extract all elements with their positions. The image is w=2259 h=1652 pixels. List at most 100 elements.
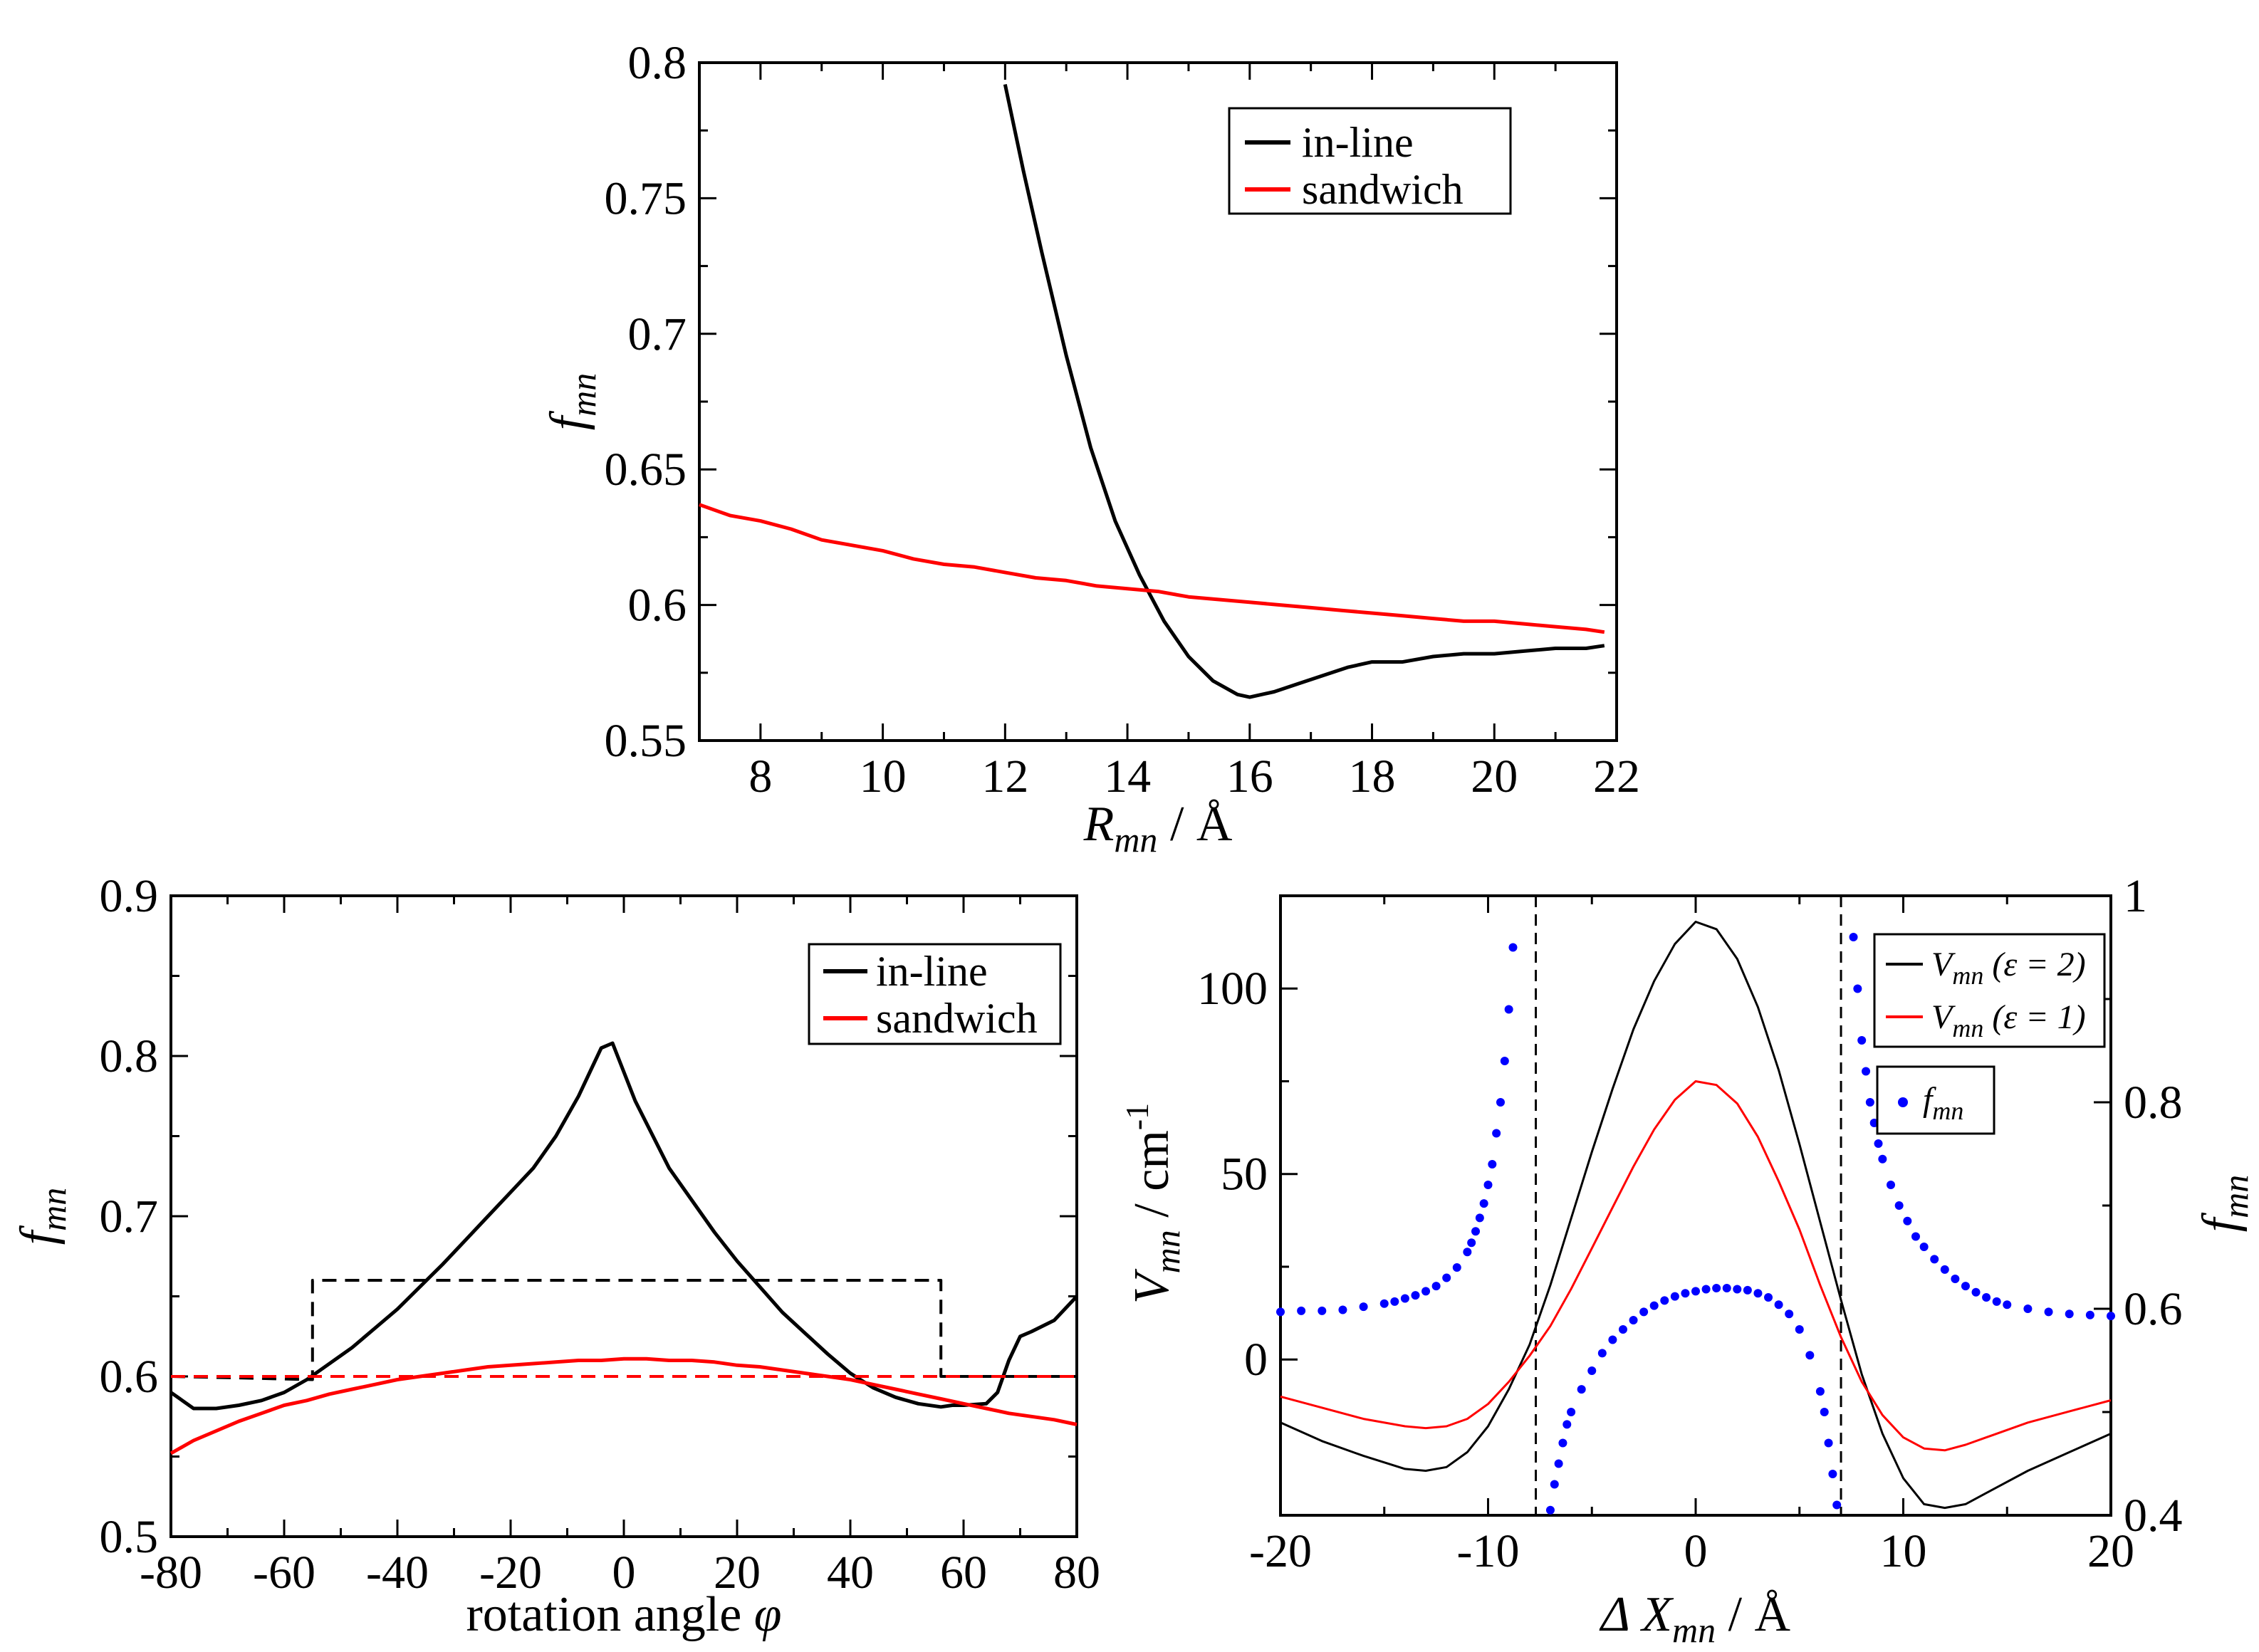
bottom-right-series-f-mn-point (1785, 1309, 1794, 1319)
bottom-right-series-f-mn-point (1545, 1505, 1555, 1515)
bottom-right-series-f-mn-point (1857, 1036, 1867, 1045)
bottom-right-series-f-mn-point (1562, 1420, 1572, 1429)
top-legend-box (1228, 107, 1512, 215)
bottom-right-series-f-mn-point (1961, 1282, 1970, 1291)
bottom-right-legend: Vmn (ε = 2) Vmn (ε = 1) fmn (1873, 933, 2106, 1135)
bottom-left-chart-tick-labels: -80 -60 -40 -20 0 20 40 60 80 0.5 0.6 0.7 0.8 0.9 (100, 870, 1101, 1599)
top-chart-ticks (699, 61, 1618, 742)
bottom-right-series-f-mn-point (1911, 1232, 1920, 1241)
bottom-left-xtick-label: -80 (140, 1547, 202, 1599)
bottom-right-series-f-mn-point (1940, 1265, 1949, 1274)
bottom-right-series-f-mn-point (1558, 1438, 1567, 1448)
bottom-right-legend-swatch-fmn (1898, 1097, 1908, 1107)
bottom-right-series-f-mn-point (1618, 1325, 1627, 1334)
bottom-right-series-f-mn-point (1411, 1291, 1420, 1300)
bottom-left-ytick-label: 0.8 (100, 1030, 159, 1082)
bottom-right-chart-series (1276, 896, 2115, 1515)
top-chart: 8 10 12 14 16 18 20 22 0.55 0.6 0.65 0.7 0.75 0.8 Rmn… (541, 37, 1640, 859)
bottom-right-ytick-label: 50 (1221, 1149, 1268, 1201)
bottom-right-chart: -20 -10 0 10 20 0 50 100 0.4 0.6 0.8 1 Δ Xmn / Å Vm… (1119, 870, 2255, 1650)
bottom-left-xtick-label: -60 (253, 1547, 315, 1599)
bottom-right-legend-label-eps2: Vmn (ε = 2) (1931, 946, 2086, 990)
bottom-left-ytick-label: 0.9 (100, 870, 159, 922)
bottom-right-series-f-mn-point (1639, 1307, 1649, 1317)
bottom-right-series-f-mn-point (1649, 1301, 1659, 1310)
bottom-right-series-f-mn-point (2107, 1312, 2115, 1321)
bottom-right-series-f-mn-point (1670, 1292, 1679, 1301)
bottom-right-series-f-mn-point (1894, 1201, 1904, 1210)
bottom-right-series-f-mn-point (1359, 1302, 1368, 1312)
bottom-left-xtick-label: -20 (479, 1547, 542, 1599)
bottom-right-series-f-mn-point (2023, 1305, 2033, 1313)
top-ytick-label: 0.75 (605, 172, 687, 224)
bottom-left-series-sandwich-line (169, 1356, 1078, 1455)
bottom-right-chart-ticks (1279, 894, 2112, 1517)
bottom-left-ytick-label: 0.7 (100, 1191, 159, 1243)
bottom-right-series-f-mn-point (1483, 1181, 1493, 1189)
top-ytick-label: 0.8 (628, 37, 687, 89)
bottom-right-x-axis-label: Δ Xmn / Å (1599, 1587, 1791, 1650)
bottom-right-series-f-mn-point (1467, 1238, 1476, 1248)
bottom-right-series-f-mn-point (2065, 1309, 2074, 1319)
bottom-left-ytick-label: 0.5 (100, 1511, 159, 1563)
bottom-right-series-f-mn-point (1743, 1285, 1752, 1295)
bottom-right-series-f-mn-point (1733, 1285, 1742, 1294)
top-series-sandwich-line (699, 503, 1605, 634)
bottom-right-series-f-mn-point (1722, 1284, 1731, 1292)
bottom-right-series-f-mn-point (1496, 1098, 1505, 1107)
bottom-right-series-f-mn-point (1878, 1154, 1887, 1164)
bottom-right-legend-box-fmn (1876, 1065, 1995, 1135)
bottom-right-series-f-mn-point (1463, 1248, 1472, 1257)
bottom-right-series-f-mn-point (1338, 1305, 1347, 1314)
bottom-right-series-f-mn-point (1712, 1284, 1721, 1292)
bottom-right-series-f-mn-point (1318, 1306, 1327, 1315)
bottom-right-series-f-mn-point (1379, 1299, 1389, 1308)
bottom-right-series-f-mn-point (2044, 1307, 2053, 1317)
top-legend-label-in-line: in-line (1302, 119, 1414, 166)
bottom-right-series-f-mn-point (1629, 1315, 1638, 1324)
bottom-right-series-f-mn-point (1504, 1005, 1513, 1014)
top-xtick-label: 8 (748, 751, 772, 803)
bottom-left-xtick-label: 0 (612, 1547, 636, 1599)
bottom-left-xtick-label: 60 (940, 1547, 987, 1599)
bottom-right-xtick-label: -10 (1457, 1525, 1520, 1577)
top-ytick-label: 0.55 (605, 715, 687, 767)
bottom-right-series-f-mn-point (1701, 1285, 1711, 1294)
bottom-left-series-in-line-line (169, 1041, 1078, 1411)
top-xtick-label: 14 (1104, 751, 1151, 803)
bottom-right-xtick-label: 20 (2087, 1525, 2134, 1577)
bottom-right-xtick-label: -20 (1249, 1525, 1312, 1577)
bottom-right-series-f-mn-point (1887, 1181, 1896, 1189)
top-legend-label-sandwich: sandwich (1302, 166, 1464, 213)
bottom-right-series-f-mn-point (1764, 1293, 1773, 1302)
bottom-right-series-f-mn-point (1865, 1098, 1874, 1107)
bottom-right-series-f-mn-point (1903, 1216, 1912, 1225)
top-chart-tick-labels: 8 10 12 14 16 18 20 22 0.55 0.6 0.65 0.7 0.75 0.8 (605, 37, 1641, 803)
bottom-left-xtick-label: 20 (714, 1547, 761, 1599)
bottom-right-series-f-mn-point (1982, 1293, 1991, 1302)
bottom-right-series-f-mn-point (1554, 1459, 1563, 1468)
bottom-right-series-f-mn-point (1691, 1287, 1700, 1296)
bottom-left-x-axis-label: rotation angle φ (466, 1587, 781, 1642)
bottom-right-series-f-mn-point (1832, 1500, 1842, 1510)
bottom-right-y-axis-label: Vmn / cm-1 (1119, 1103, 1187, 1304)
bottom-left-ytick-label: 0.6 (100, 1351, 159, 1403)
bottom-right-series-f-mn-point (1824, 1438, 1833, 1448)
bottom-right-series-f-mn-point (1500, 1057, 1509, 1065)
bottom-right-series-f-mn-point (1421, 1287, 1431, 1296)
bottom-right-legend-box (1873, 933, 2106, 1048)
bottom-left-xtick-label: 80 (1053, 1547, 1100, 1599)
bottom-right-series-f-mn-point (1660, 1296, 1669, 1305)
bottom-right-series-f-mn-point (1587, 1366, 1597, 1375)
top-xtick-label: 22 (1593, 751, 1640, 803)
bottom-right-series-f-mn-point (1400, 1294, 1409, 1303)
bottom-right-series-f-mn-point (2085, 1310, 2094, 1319)
bottom-right-series-f-mn-point (1853, 984, 1862, 993)
bottom-right-series-f-mn-point (1849, 933, 1858, 941)
bottom-right-legend-label-eps1: Vmn (ε = 1) (1931, 998, 2086, 1042)
top-xtick-label: 10 (860, 751, 907, 803)
bottom-right-series-f-mn-point (1475, 1213, 1484, 1223)
bottom-right-series-f-mn-point (1951, 1274, 1960, 1283)
bottom-right-y2tick-label: 0.8 (2124, 1077, 2183, 1129)
bottom-right-series-f-mn-point (1753, 1289, 1763, 1298)
